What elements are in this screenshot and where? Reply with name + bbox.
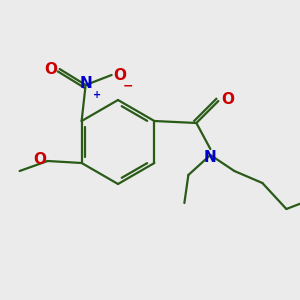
Text: O: O — [114, 68, 127, 82]
Text: N: N — [204, 150, 217, 165]
Text: N: N — [79, 76, 92, 92]
Text: +: + — [93, 90, 101, 100]
Text: −: − — [123, 79, 133, 92]
Text: O: O — [45, 61, 58, 76]
Text: O: O — [34, 152, 46, 167]
Text: O: O — [221, 92, 234, 106]
